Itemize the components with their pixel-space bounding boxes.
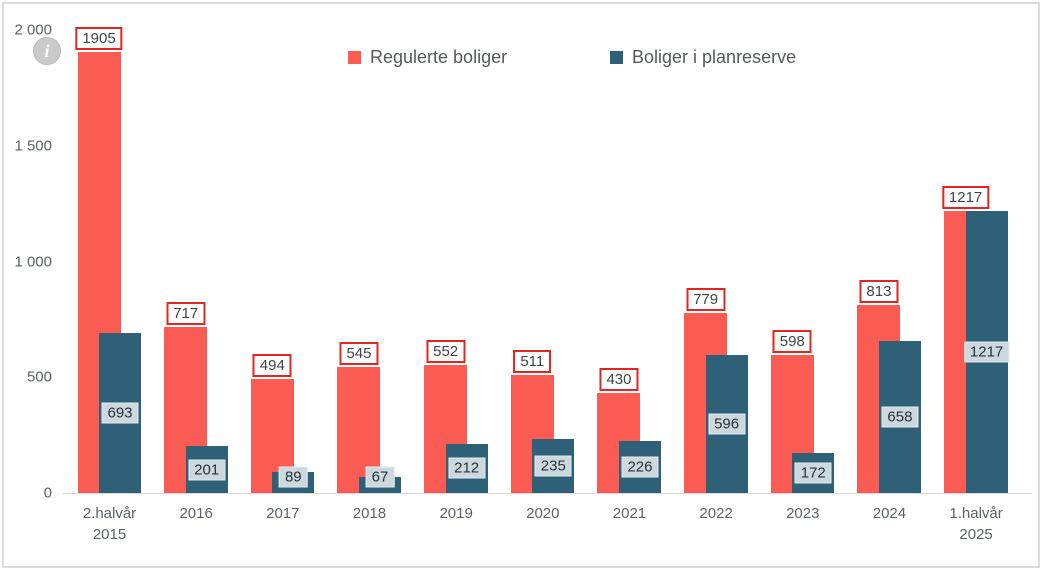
value-label-planreserve-2016: 201 bbox=[188, 459, 226, 481]
value-label-regulerte-2023: 598 bbox=[772, 329, 812, 353]
value-label-regulerte-2022: 779 bbox=[686, 287, 726, 311]
value-label-planreserve-1halvår-2025: 1217 bbox=[963, 341, 1010, 363]
info-icon[interactable]: i bbox=[33, 37, 61, 65]
value-label-regulerte-2019: 552 bbox=[426, 340, 466, 364]
value-label-regulerte-2018: 545 bbox=[339, 341, 379, 365]
value-label-planreserve-2018: 67 bbox=[365, 466, 395, 488]
legend-item-regulerte[interactable]: Regulerte boliger bbox=[348, 44, 507, 70]
x-tick-2017: 2017 bbox=[266, 505, 300, 522]
value-label-regulerte-1halvår-2025: 1217 bbox=[941, 186, 990, 210]
value-label-planreserve-2024: 658 bbox=[881, 406, 919, 428]
legend-label-regulerte: Regulerte boliger bbox=[370, 46, 508, 67]
x-axis-line bbox=[63, 493, 1032, 494]
legend-swatch-regulerte bbox=[348, 50, 361, 64]
x-tick-2018: 2018 bbox=[352, 505, 387, 522]
x-tick-2019: 2019 bbox=[439, 505, 473, 522]
y-tick-500: 500 bbox=[26, 368, 52, 386]
x-tick-1halvår-2025: 1.halvår 2025 bbox=[949, 505, 1003, 543]
value-label-regulerte-2020: 511 bbox=[513, 349, 552, 373]
x-tick-2022: 2022 bbox=[699, 505, 733, 522]
value-label-planreserve-2017: 89 bbox=[278, 466, 308, 488]
value-label-planreserve-2019: 212 bbox=[448, 457, 486, 479]
x-tick-2023: 2023 bbox=[786, 505, 820, 522]
x-tick-2016: 2016 bbox=[179, 505, 213, 522]
value-label-regulerte-2halvår-2015: 1905 bbox=[75, 26, 123, 50]
legend-swatch-planreserve bbox=[610, 50, 623, 64]
x-tick-2020: 2020 bbox=[526, 505, 560, 522]
value-label-planreserve-2023: 172 bbox=[794, 462, 832, 484]
x-tick-2halvår-2015: 2.halvår 2015 bbox=[82, 505, 137, 543]
y-tick-0: 0 bbox=[43, 484, 52, 502]
y-tick-1000: 1 000 bbox=[14, 253, 52, 270]
value-label-regulerte-2016: 717 bbox=[166, 302, 206, 325]
value-label-planreserve-2020: 235 bbox=[534, 455, 572, 477]
y-tick-2000: 2 000 bbox=[14, 21, 52, 39]
value-label-planreserve-2022: 596 bbox=[708, 413, 746, 435]
x-tick-2024: 2024 bbox=[872, 505, 907, 522]
value-label-regulerte-2024: 813 bbox=[859, 279, 899, 303]
value-label-regulerte-2017: 494 bbox=[252, 353, 292, 377]
x-tick-2021: 2021 bbox=[612, 505, 647, 522]
value-label-planreserve-2021: 226 bbox=[621, 456, 659, 478]
legend-label-planreserve: Boliger i planreserve bbox=[632, 46, 797, 67]
value-label-regulerte-2021: 430 bbox=[599, 368, 639, 392]
y-tick-1500: 1 500 bbox=[14, 137, 52, 155]
value-label-planreserve-2halvår-2015: 693 bbox=[101, 402, 139, 424]
legend-item-planreserve[interactable]: Boliger i planreserve bbox=[610, 44, 796, 70]
